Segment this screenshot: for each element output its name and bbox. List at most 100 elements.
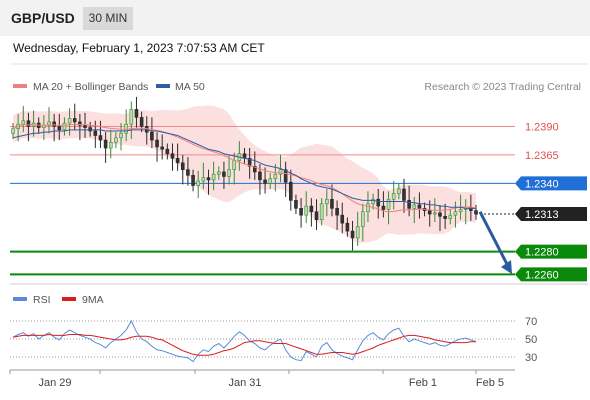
legend-swatch-ma50 xyxy=(156,84,170,88)
level-tag-4 xyxy=(515,244,587,259)
candle-body xyxy=(206,177,211,181)
candle-body xyxy=(134,109,139,118)
level-label-5: 1.2260 xyxy=(525,269,559,281)
candle-body xyxy=(319,203,324,221)
level-label-2: 1.2340 xyxy=(525,178,559,190)
candle-body xyxy=(402,188,406,201)
candle-body xyxy=(114,137,118,143)
candle-body xyxy=(355,226,360,239)
candle-body xyxy=(448,214,453,219)
candle-body xyxy=(278,169,283,175)
level-tag-3 xyxy=(515,207,587,222)
candle-body xyxy=(129,109,134,125)
candle-body xyxy=(93,130,98,136)
candle-body xyxy=(412,204,417,209)
legend-ma50-label: MA 50 xyxy=(175,81,205,93)
candle-body xyxy=(263,179,267,184)
candle-body xyxy=(222,171,226,177)
x-tick-label: Jan 29 xyxy=(38,377,71,389)
instrument-title: GBP/USD xyxy=(11,10,75,26)
candle-body xyxy=(427,210,432,215)
ma20-line xyxy=(12,123,477,213)
candle-body xyxy=(150,131,154,141)
candle-body xyxy=(98,135,103,141)
level-tag-2 xyxy=(515,176,587,191)
candle-body xyxy=(268,178,273,184)
candle-body xyxy=(386,198,391,210)
candle-body xyxy=(258,171,262,181)
legend-ma20-label: MA 20 + Bollinger Bands xyxy=(33,81,148,93)
candle-body xyxy=(165,148,170,155)
rsi-ma9-line xyxy=(12,333,476,356)
candle-body xyxy=(397,188,401,194)
candle-body xyxy=(160,146,164,150)
candle-body xyxy=(309,205,314,213)
candle-body xyxy=(294,200,298,209)
candle-body xyxy=(216,171,221,175)
x-tick-label: Jan 31 xyxy=(228,377,261,389)
candle-body xyxy=(273,173,278,180)
level-label-3: 1.2313 xyxy=(525,209,559,221)
candle-body xyxy=(21,120,26,125)
attribution: Research © 2023 Trading Central xyxy=(424,81,581,93)
timestamp: Wednesday, February 1, 2023 7:07:53 AM C… xyxy=(13,41,265,55)
candle-body xyxy=(443,216,447,219)
candle-body xyxy=(314,211,319,221)
rsi-tick-70: 70 xyxy=(525,316,537,328)
legend-9ma-label: 9MA xyxy=(82,294,104,306)
candle-body xyxy=(52,121,56,127)
candle-body xyxy=(72,118,77,123)
rsi-line xyxy=(12,319,477,363)
legend-swatch-rsi xyxy=(13,297,27,301)
x-tick-label: Feb 1 xyxy=(409,377,437,389)
legend-swatch-9ma xyxy=(62,297,76,301)
candle-body xyxy=(371,198,375,205)
forecast-arrow-shaft xyxy=(478,211,510,267)
legend-rsi-label: RSI xyxy=(33,294,51,306)
candle-body xyxy=(57,126,62,131)
candle-body xyxy=(417,204,422,209)
candle-body xyxy=(155,139,159,148)
candle-body xyxy=(458,209,463,213)
candle-body xyxy=(62,122,67,131)
candle-body xyxy=(139,117,144,127)
candle-body xyxy=(180,162,185,170)
candle-body xyxy=(47,121,51,126)
candle-body xyxy=(191,175,195,186)
candle-body xyxy=(103,139,108,149)
top-bar: GBP/USD 30 MIN xyxy=(0,0,590,36)
candle-body xyxy=(361,211,365,227)
candle-body xyxy=(350,230,355,239)
candle-body xyxy=(78,121,82,126)
candle-body xyxy=(119,132,123,139)
timeframe-button[interactable]: 30 MIN xyxy=(83,7,133,30)
bollinger-band xyxy=(13,105,476,243)
candle-body xyxy=(108,142,113,149)
candle-body xyxy=(83,125,87,128)
candle-body xyxy=(381,205,386,210)
candle-body xyxy=(88,127,92,132)
candle-body xyxy=(345,222,350,232)
candle-body xyxy=(330,198,334,209)
forecast-arrow-head xyxy=(501,260,512,275)
candle-body xyxy=(175,157,180,164)
level-label-4: 1.2280 xyxy=(525,247,559,259)
candle-body xyxy=(438,212,442,217)
rsi-tick-50: 50 xyxy=(525,334,537,346)
candle-body xyxy=(11,128,15,134)
candle-body xyxy=(304,205,309,216)
candle-body xyxy=(26,120,31,127)
candle-body xyxy=(474,210,478,215)
level-label-0: 1.2390 xyxy=(525,121,559,133)
ma50-line xyxy=(12,129,476,209)
candle-body xyxy=(170,153,175,159)
candle-body xyxy=(299,208,303,216)
legend-swatch-ma20 xyxy=(13,84,27,88)
candle-body xyxy=(376,198,381,207)
candle-body xyxy=(325,198,329,205)
candle-body xyxy=(67,118,72,124)
candle-body xyxy=(366,203,370,213)
level-tag-5 xyxy=(515,267,587,282)
candle-body xyxy=(340,214,345,224)
